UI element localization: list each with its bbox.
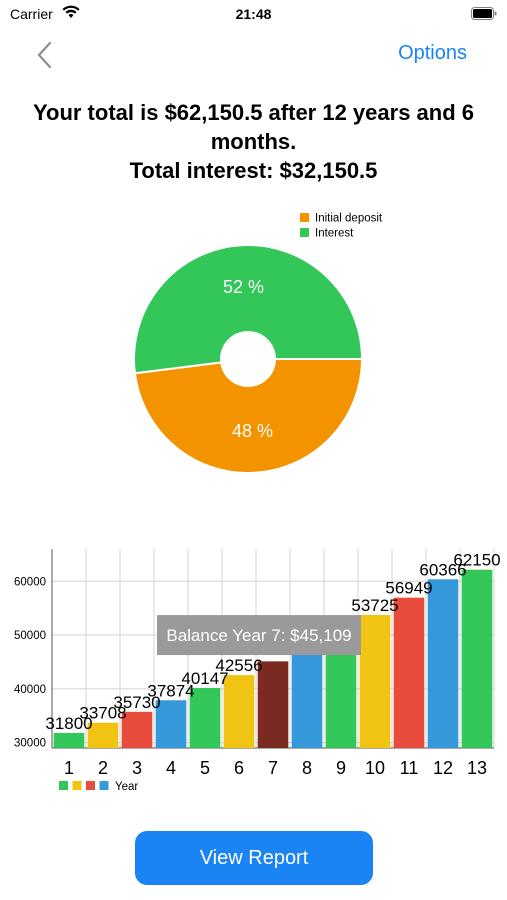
bar-year-3[interactable] bbox=[121, 711, 153, 748]
x-tick-label: 8 bbox=[302, 758, 312, 778]
bar-legend-swatch bbox=[59, 781, 68, 790]
bar-year-12[interactable] bbox=[427, 579, 459, 748]
nav-bar: Options bbox=[0, 32, 507, 76]
pie-slice-initial-deposit bbox=[133, 358, 364, 474]
x-tick-label: 10 bbox=[365, 758, 385, 778]
bar-year-8[interactable] bbox=[291, 646, 323, 748]
battery-icon bbox=[471, 7, 497, 20]
x-tick-label: 11 bbox=[400, 758, 419, 778]
pie-legend-swatch bbox=[300, 228, 309, 237]
pie-legend-label: Interest bbox=[315, 228, 354, 240]
bar-legend-label: Year bbox=[115, 781, 138, 793]
pie-slice-label: 52 % bbox=[223, 277, 264, 297]
bar-year-2[interactable] bbox=[87, 722, 119, 748]
x-tick-label: 4 bbox=[166, 758, 176, 778]
options-button[interactable]: Options bbox=[398, 42, 467, 64]
x-tick-label: 1 bbox=[64, 758, 74, 778]
x-tick-label: 2 bbox=[98, 758, 108, 778]
bar-year-6[interactable] bbox=[223, 675, 255, 748]
bar-value-label: 56949 bbox=[385, 579, 432, 598]
carrier-label: Carrier bbox=[10, 6, 53, 22]
back-chevron-icon[interactable] bbox=[30, 40, 60, 70]
bar-value-label: 42556 bbox=[215, 656, 262, 675]
x-tick-label: 3 bbox=[132, 758, 142, 778]
chart-tooltip-text: Balance Year 7: $45,109 bbox=[166, 626, 351, 645]
x-tick-label: 13 bbox=[467, 758, 487, 778]
total-summary-text: Your total is $62,150.5 after 12 years a… bbox=[32, 100, 475, 154]
bar-legend-swatch bbox=[99, 781, 109, 790]
bar-value-label: 53725 bbox=[351, 596, 398, 615]
x-tick-label: 7 bbox=[268, 758, 278, 778]
x-tick-label: 5 bbox=[200, 758, 210, 778]
bar-value-label: 60366 bbox=[419, 560, 466, 579]
pie-chart: 48 % 52 % Initial deposit Interest bbox=[0, 200, 507, 500]
x-tick-label: 12 bbox=[433, 758, 453, 778]
wifi-icon bbox=[62, 5, 80, 18]
bar-value-label: 62150 bbox=[453, 551, 500, 570]
bar-legend-swatch bbox=[72, 781, 82, 790]
bar-value-label: 31800 bbox=[45, 714, 92, 733]
chart-tooltip bbox=[157, 615, 361, 656]
bar-year-1[interactable] bbox=[53, 732, 85, 748]
bar-year-10[interactable] bbox=[359, 615, 391, 748]
bar-legend-swatch bbox=[86, 781, 95, 790]
bar-year-5[interactable] bbox=[189, 688, 221, 748]
total-interest-text: Total interest: $32,150.5 bbox=[129, 158, 378, 183]
clock: 21:48 bbox=[235, 6, 272, 22]
pie-slice-label: 48 % bbox=[232, 421, 273, 441]
y-tick-label: 60000 bbox=[14, 576, 46, 588]
summary: Your total is $62,150.5 after 12 years a… bbox=[20, 98, 487, 185]
x-tick-label: 9 bbox=[336, 758, 346, 778]
pie-chart-svg: 48 % 52 % Initial deposit Interest bbox=[133, 213, 383, 474]
y-tick-label: 50000 bbox=[14, 630, 46, 642]
y-tick-label: 30000 bbox=[14, 738, 46, 750]
x-tick-label: 6 bbox=[234, 758, 244, 778]
bar-value-label: 33708 bbox=[79, 704, 126, 723]
pie-legend-label: Initial deposit bbox=[315, 213, 383, 225]
bar-year-13[interactable] bbox=[461, 569, 493, 748]
pie-legend-swatch bbox=[300, 213, 309, 222]
bar-year-4[interactable] bbox=[155, 700, 187, 748]
pie-slice-interest bbox=[133, 244, 364, 375]
pie-center-hole bbox=[220, 331, 276, 387]
status-bar: Carrier 21:48 bbox=[0, 0, 507, 30]
bar-value-label: 40147 bbox=[181, 669, 228, 688]
bar-year-11[interactable] bbox=[393, 597, 425, 748]
view-report-button[interactable]: View Report bbox=[135, 831, 373, 885]
y-tick-label: 40000 bbox=[14, 684, 46, 696]
bar-value-label: 35730 bbox=[113, 693, 160, 712]
bar-chart: 30000 40000 50000 60000 1 2 3 4 5 6 7 8 9 10 11 12 13 318… bbox=[0, 535, 507, 800]
bar-year-7[interactable] bbox=[257, 661, 289, 748]
bar-value-label: 37874 bbox=[147, 681, 194, 700]
